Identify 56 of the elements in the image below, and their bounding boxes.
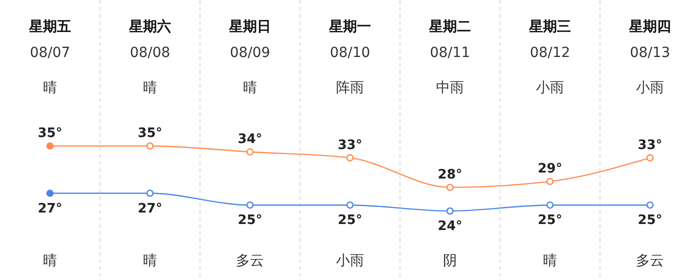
data-label: 24° xyxy=(438,219,462,234)
point xyxy=(646,154,654,162)
data-label: 34° xyxy=(238,132,262,147)
x-tick-label: 星期日 xyxy=(228,19,271,35)
text: 08/10 xyxy=(330,45,370,61)
point xyxy=(346,201,354,209)
point xyxy=(546,178,554,186)
point xyxy=(646,201,654,209)
text: 晴 xyxy=(543,253,557,269)
text: 08/07 xyxy=(30,45,70,61)
data-label: 35° xyxy=(138,126,162,141)
point xyxy=(246,148,254,156)
text: 晴 xyxy=(143,80,157,96)
data-label: 33° xyxy=(338,138,362,153)
text: 晴 xyxy=(243,80,257,96)
text: 多云 xyxy=(636,253,664,269)
text: 小雨 xyxy=(336,253,364,269)
point xyxy=(46,190,54,197)
point xyxy=(346,154,354,162)
data-label: 28° xyxy=(438,167,462,182)
data-label: 29° xyxy=(538,161,562,176)
x-tick-label: 星期六 xyxy=(128,18,171,35)
point xyxy=(246,201,254,209)
point xyxy=(46,142,54,150)
data-label: 35° xyxy=(38,126,62,141)
text: 阵雨 xyxy=(336,80,364,96)
data-label: 27° xyxy=(38,201,62,216)
text: 晴 xyxy=(43,253,57,269)
text: 08/11 xyxy=(430,45,470,61)
text: 08/09 xyxy=(230,45,270,61)
x-tick-label: 星期五 xyxy=(28,19,71,35)
point xyxy=(146,190,154,197)
text: 小雨 xyxy=(536,80,564,96)
text: 08/12 xyxy=(530,45,570,61)
text: 08/08 xyxy=(130,45,170,61)
data-label: 27° xyxy=(138,201,162,216)
point xyxy=(546,201,554,209)
point xyxy=(446,207,454,215)
text: 08/13 xyxy=(630,45,670,61)
text: 中雨 xyxy=(436,80,464,96)
point xyxy=(146,142,154,150)
data-label: 33° xyxy=(638,138,662,153)
text: 多云 xyxy=(236,253,264,269)
x-tick-label: 星期一 xyxy=(328,19,371,35)
data-label: 25° xyxy=(538,213,562,228)
data-label: 25° xyxy=(338,213,362,228)
text: 阴 xyxy=(443,253,457,269)
text: 晴 xyxy=(143,253,157,269)
text: 小雨 xyxy=(636,80,664,96)
x-tick-label: 星期二 xyxy=(428,19,471,35)
x-tick-label: 星期四 xyxy=(628,19,671,35)
data-label: 25° xyxy=(638,213,662,228)
x-tick-label: 星期三 xyxy=(528,19,571,35)
data-label: 25° xyxy=(238,213,262,228)
text: 晴 xyxy=(43,80,57,96)
point xyxy=(446,184,454,192)
